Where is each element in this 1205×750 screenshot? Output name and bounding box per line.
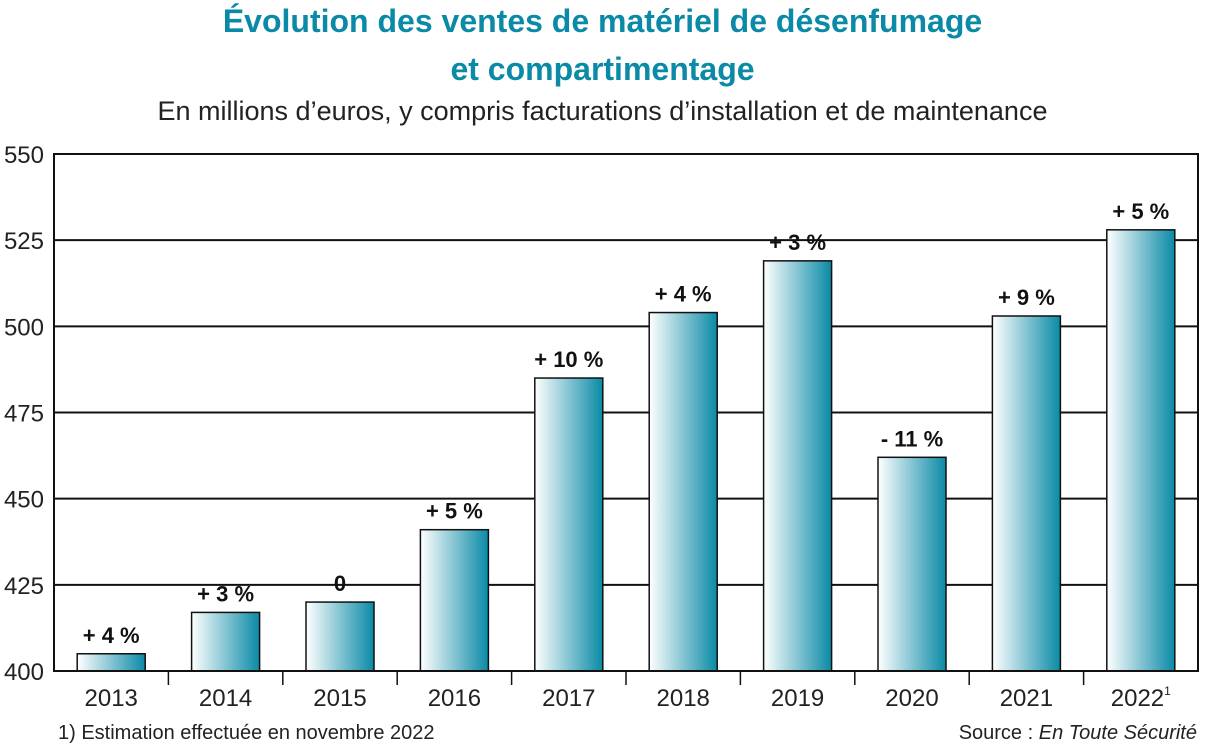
bar bbox=[762, 260, 833, 672]
x-tick-label: 2018 bbox=[657, 685, 710, 712]
bar bbox=[1106, 229, 1176, 672]
y-tick-label: 400 bbox=[4, 659, 44, 686]
bar bbox=[648, 311, 718, 672]
source-credit: Source : En Toute Sécurité bbox=[959, 722, 1197, 745]
source-label: Source : bbox=[958, 722, 1039, 744]
data-label: + 3 % bbox=[769, 230, 826, 255]
x-tick-label: 2017 bbox=[542, 685, 595, 712]
x-tick-label: 2020 bbox=[885, 685, 938, 712]
bar bbox=[877, 456, 947, 672]
bar bbox=[991, 315, 1062, 672]
source-name: En Toute Sécurité bbox=[1038, 722, 1197, 744]
x-tick-label: 2015 bbox=[313, 685, 366, 712]
footnote: 1) Estimation effectuée en novembre 2022 bbox=[58, 722, 435, 744]
y-tick-label: 500 bbox=[4, 314, 44, 341]
x-tick-label: 2014 bbox=[199, 685, 252, 712]
data-label: + 5 % bbox=[1112, 199, 1169, 224]
data-label: + 9 % bbox=[998, 285, 1055, 310]
bar bbox=[305, 601, 375, 672]
x-tick-label: 2019 bbox=[771, 685, 824, 712]
data-label: + 3 % bbox=[197, 581, 254, 606]
y-tick-label: 525 bbox=[4, 228, 44, 255]
y-tick-label: 425 bbox=[4, 573, 44, 600]
x-tick-label: 2013 bbox=[85, 685, 138, 712]
y-tick-label: 550 bbox=[4, 142, 44, 169]
chart-title-line2: et compartimentage bbox=[450, 51, 755, 87]
x-tick-label: 2016 bbox=[428, 685, 481, 712]
y-tick-label: 450 bbox=[4, 487, 44, 514]
data-label: + 4 % bbox=[83, 623, 140, 648]
chart-subtitle: En millions d’euros, y compris facturati… bbox=[157, 96, 1048, 126]
footnote-marker: 1 bbox=[1164, 684, 1171, 698]
chart-title-line1: Évolution des ventes de matériel de dése… bbox=[222, 3, 983, 39]
x-tick-label: 2021 bbox=[1000, 685, 1053, 712]
bar bbox=[534, 377, 604, 672]
data-label: + 4 % bbox=[655, 282, 712, 307]
data-label: + 10 % bbox=[534, 347, 603, 372]
bar bbox=[190, 611, 261, 672]
data-label: 0 bbox=[334, 571, 346, 596]
bar bbox=[419, 528, 490, 672]
data-label: - 11 % bbox=[881, 426, 943, 451]
data-label: + 5 % bbox=[426, 499, 483, 524]
x-tick-label: 20221 bbox=[1111, 684, 1171, 712]
y-tick-label: 475 bbox=[4, 401, 44, 428]
bar bbox=[76, 653, 146, 672]
